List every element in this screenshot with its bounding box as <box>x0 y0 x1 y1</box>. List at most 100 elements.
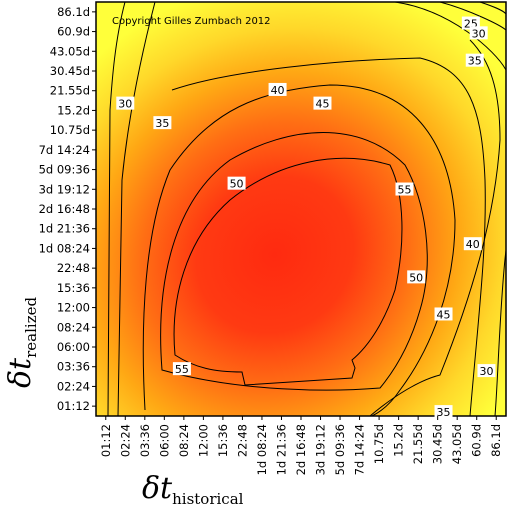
contour-line-30-right <box>494 249 506 416</box>
y-axis-title: δtrealized <box>3 297 40 388</box>
x-tick-label: 15:36 <box>216 424 230 457</box>
x-tick-label: 3d 19:12 <box>314 424 328 475</box>
contour-label: 40 <box>268 82 287 97</box>
y-tick-label: 03:36 <box>57 360 90 374</box>
contour-label-background <box>313 96 332 110</box>
x-tick-label: 7d 14:24 <box>353 424 367 475</box>
contour-label-text: 45 <box>437 308 451 321</box>
x-tick-label: 1d 08:24 <box>255 424 269 475</box>
y-tick-label: 86.1d <box>57 5 90 19</box>
contour-label: 30 <box>469 26 488 40</box>
x-tick-label: 60.9d <box>470 424 484 457</box>
contour-label-background <box>116 96 135 110</box>
contour-label-background <box>153 116 172 130</box>
y-tick-label: 7d 14:24 <box>39 143 90 157</box>
contour-label-text: 45 <box>315 98 329 111</box>
x-tick-label: 30.45d <box>431 424 445 464</box>
contour-label-background <box>463 237 482 251</box>
y-tick-label: 02:24 <box>57 379 90 393</box>
contour-lines <box>107 2 506 416</box>
contour-label-text: 55 <box>397 184 411 197</box>
contour-label-text: 40 <box>271 84 285 97</box>
x-axis-title: δthistorical <box>142 471 244 508</box>
y-tick-label: 5d 09:36 <box>39 163 90 177</box>
contour-label-text: 50 <box>230 178 244 191</box>
contour-label-background <box>477 364 496 378</box>
x-tick-label: 86.1d <box>489 424 503 457</box>
x-tick-label: 01:12 <box>99 424 113 457</box>
contour-label: 45 <box>313 96 332 111</box>
contour-label-text: 35 <box>468 55 482 68</box>
copyright-notice: Copyright Gilles Zumbach 2012 <box>112 16 271 27</box>
contour-label-background <box>172 362 191 376</box>
contour-label: 35 <box>434 405 453 419</box>
x-tick-label: 43.05d <box>450 424 464 464</box>
y-tick-label: 1d 08:24 <box>39 241 90 255</box>
contour-label-background <box>434 307 453 321</box>
y-tick-label: 30.45d <box>50 64 90 78</box>
y-tick-label: 22:48 <box>57 261 90 275</box>
contour-label-text: 30 <box>472 27 486 40</box>
svg-text:δthistorical: δthistorical <box>142 471 244 508</box>
x-tick-label: 5d 09:36 <box>333 424 347 475</box>
contour-line-25 <box>479 2 506 15</box>
contour-label-background <box>227 176 246 190</box>
x-tick-label: 02:24 <box>118 424 132 457</box>
y-axis-title-subscript: realized <box>22 297 40 358</box>
x-tick-label: 08:24 <box>177 424 191 457</box>
y-axis-title-symbol: δt <box>3 357 38 388</box>
x-tick-label: 22:48 <box>235 424 249 457</box>
contour-label: 40 <box>463 237 482 251</box>
y-tick-label: 10.75d <box>50 123 90 137</box>
plot-background <box>96 2 506 416</box>
contour-line-30-upper <box>439 2 506 31</box>
contour-label-background <box>395 182 414 196</box>
svg-text:δtrealized: δtrealized <box>3 297 40 388</box>
y-tick-label: 60.9d <box>57 25 90 39</box>
x-axis-title-symbol: δt <box>142 471 173 506</box>
y-tick-label: 06:00 <box>57 340 90 354</box>
y-tick-label: 08:24 <box>57 320 90 334</box>
y-tick-label: 12:00 <box>57 301 90 315</box>
x-tick-label: 06:00 <box>157 424 171 457</box>
x-tick-label: 15.2d <box>392 424 406 457</box>
contour-label: 50 <box>227 176 246 191</box>
contour-label-background <box>268 82 287 96</box>
contour-label: 30 <box>477 364 496 378</box>
contour-label-background <box>469 26 488 40</box>
contour-label-text: 35 <box>437 406 451 419</box>
contour-label: 55 <box>172 362 191 376</box>
contour-label-text: 55 <box>175 363 189 376</box>
x-tick-label: 12:00 <box>196 424 210 457</box>
x-axis-ticks: 01:12 02:24 03:36 06:00 08:24 12:00 15:36 22:48… <box>99 416 503 475</box>
contour-label: 35 <box>465 53 484 68</box>
x-tick-label: 03:36 <box>138 424 152 457</box>
y-tick-label: 01:12 <box>57 399 90 413</box>
contour-label-text: 35 <box>155 117 169 130</box>
x-axis-title-subscript: historical <box>172 490 244 508</box>
x-tick-label: 1d 21:36 <box>274 424 288 475</box>
contour-label: 45 <box>434 307 453 321</box>
y-tick-label: 3d 19:12 <box>39 182 90 196</box>
x-tick-label: 21.55d <box>411 424 425 464</box>
contour-label-background <box>434 405 453 419</box>
contour-label-text: 30 <box>118 98 132 111</box>
contour-label: 30 <box>116 96 135 111</box>
contour-label-background <box>461 16 480 30</box>
contour-label-background <box>407 270 426 284</box>
y-tick-label: 15:36 <box>57 281 90 295</box>
x-tick-label: 2d 16:48 <box>294 424 308 475</box>
contour-line-50 <box>160 132 428 391</box>
x-tick-label: 10.75d <box>372 424 386 464</box>
y-tick-label: 43.05d <box>50 44 90 58</box>
contour-line-35-upper <box>394 2 506 71</box>
contour-label-text: 50 <box>409 271 423 284</box>
contour-label-background <box>465 53 484 67</box>
contour-line-45 <box>142 84 456 416</box>
contour-line-40 <box>171 57 486 416</box>
y-tick-label: 21.55d <box>50 84 90 98</box>
y-tick-label: 2d 16:48 <box>39 202 90 216</box>
contour-label: 35 <box>153 116 172 130</box>
